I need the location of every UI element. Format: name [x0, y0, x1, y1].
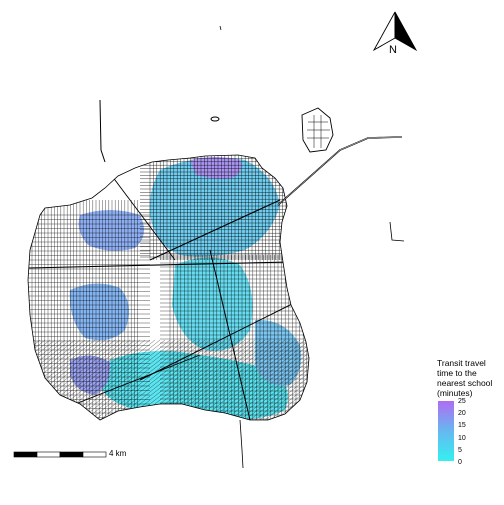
- street-line: [28, 339, 41, 420]
- arterial-line: [149, 199, 281, 261]
- bay-bridge-inner: [277, 136, 403, 206]
- street-line: [249, 339, 309, 420]
- street-line: [0, 340, 15, 420]
- street-line: [28, 339, 66, 420]
- street-line: [28, 339, 111, 420]
- south-road: [239, 419, 244, 469]
- street-line: [299, 339, 309, 420]
- street-line: [104, 339, 206, 420]
- street-line: [28, 339, 71, 420]
- street-line: [28, 339, 101, 420]
- street-lines: [0, 155, 410, 420]
- street-line: [69, 339, 171, 420]
- street-line: [119, 339, 221, 420]
- scale-bar: [13, 451, 107, 458]
- street-line: [28, 339, 31, 420]
- street-line: [99, 339, 201, 420]
- street-line: [94, 339, 196, 420]
- north-arrow-right: [394, 11, 418, 52]
- street-line: [184, 339, 286, 420]
- street-line: [114, 339, 216, 420]
- street-line: [28, 339, 106, 420]
- legend-color-bar: [438, 401, 454, 461]
- street-line: [204, 339, 306, 420]
- bay-ramp: [389, 221, 405, 242]
- street-line: [28, 339, 76, 420]
- legend-tick-10: 10: [458, 434, 466, 442]
- legend-tick-5: 5: [458, 446, 462, 454]
- legend-tick-20: 20: [458, 410, 466, 418]
- coverage-zone-central: [172, 257, 253, 351]
- street-line: [199, 339, 301, 420]
- north-speck: [219, 25, 222, 31]
- street-line: [239, 339, 309, 420]
- legend-title: Transit travel time to the nearest schoo…: [437, 358, 493, 398]
- street-line: [0, 340, 25, 420]
- north-arrow: [372, 11, 418, 52]
- coverage-zone-northwest: [78, 210, 144, 251]
- street-line: [0, 340, 20, 420]
- street-line: [310, 340, 410, 420]
- legend-tick-0: 0: [458, 459, 462, 466]
- street-line: [234, 339, 309, 420]
- arterial-line: [28, 261, 291, 269]
- alcatraz-island: [210, 116, 220, 122]
- street-line: [294, 339, 309, 420]
- street-line: [254, 339, 309, 420]
- street-line: [84, 339, 186, 420]
- street-line: [0, 340, 10, 420]
- street-line: [189, 339, 291, 420]
- city-outline: [27, 154, 310, 421]
- street-line: [179, 339, 281, 420]
- street-line: [304, 339, 309, 420]
- legend-tick-15: 15: [458, 422, 466, 430]
- treasure-island: [301, 107, 334, 153]
- north-arrow-label: N: [389, 44, 397, 56]
- street-line: [219, 339, 309, 420]
- street-line: [28, 339, 56, 420]
- arterial-line: [59, 354, 201, 411]
- street-line: [259, 339, 309, 420]
- street-line: [269, 339, 309, 420]
- street-line: [28, 339, 61, 420]
- street-line: [209, 339, 309, 420]
- street-line: [28, 339, 36, 420]
- street-line: [28, 339, 51, 420]
- street-line: [274, 339, 309, 420]
- arterial-line: [139, 299, 301, 381]
- treasure-island-streets: [307, 115, 330, 148]
- coverage-zone-west: [69, 283, 129, 341]
- bay-bridge: [277, 136, 403, 206]
- coverage-zone-north-high: [190, 157, 242, 179]
- street-line: [244, 339, 309, 420]
- street-line: [264, 339, 309, 420]
- scale-bar-label: 4 km: [109, 449, 127, 458]
- street-line: [74, 339, 176, 420]
- street-line: [194, 339, 296, 420]
- legend-tick-25: 25: [458, 398, 466, 405]
- street-line: [214, 339, 309, 420]
- north-pier-road: [99, 99, 106, 163]
- street-line: [79, 339, 181, 420]
